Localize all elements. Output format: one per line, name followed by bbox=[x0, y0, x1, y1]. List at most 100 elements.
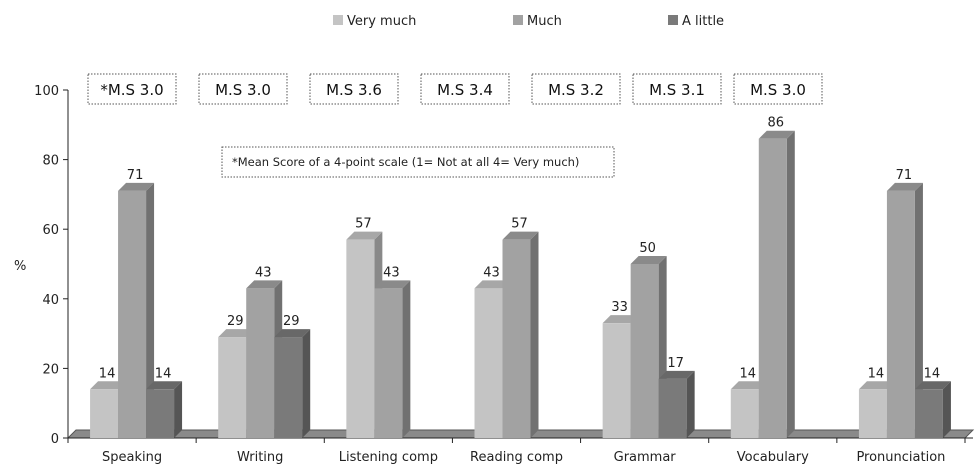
bar-front bbox=[146, 389, 175, 438]
mean-score-label: M.S 3.0 bbox=[750, 81, 806, 99]
data-label: 17 bbox=[667, 356, 684, 371]
x-tick-label: Grammar bbox=[614, 450, 677, 465]
bar-front bbox=[90, 389, 119, 438]
bar-side bbox=[786, 130, 795, 438]
data-label: 71 bbox=[896, 168, 913, 183]
bar-side bbox=[402, 280, 411, 438]
data-label: 57 bbox=[511, 217, 528, 232]
bar-side bbox=[174, 381, 183, 438]
data-label: 29 bbox=[227, 314, 244, 329]
bar bbox=[118, 182, 155, 438]
bar bbox=[374, 280, 411, 438]
bar-top bbox=[758, 130, 795, 139]
y-axis-label: % bbox=[14, 259, 26, 274]
bar-front bbox=[346, 239, 375, 438]
bar-side bbox=[942, 381, 951, 438]
bar-front bbox=[218, 337, 247, 438]
bar-side bbox=[914, 182, 923, 438]
legend: Very much Much A little bbox=[333, 14, 724, 29]
mean-score-label: M.S 3.6 bbox=[326, 81, 382, 99]
bar-top bbox=[90, 381, 127, 390]
bar-front bbox=[118, 190, 147, 438]
bar-top bbox=[602, 315, 639, 324]
x-tick-label: Listening comp bbox=[339, 450, 438, 465]
bar-front bbox=[914, 389, 943, 438]
bar-front bbox=[602, 323, 631, 438]
mean-score-label: *M.S 3.0 bbox=[100, 81, 163, 99]
y-tick-label: 80 bbox=[42, 154, 59, 169]
y-tick-label: 0 bbox=[51, 432, 59, 447]
bar-top bbox=[658, 370, 695, 379]
x-tick-label: Reading comp bbox=[470, 450, 563, 465]
bar-front bbox=[758, 138, 787, 438]
bar-top bbox=[914, 381, 951, 390]
annotation-note: *Mean Score of a 4-point scale (1= Not a… bbox=[221, 146, 615, 178]
bar bbox=[274, 329, 311, 438]
x-tick-label: Writing bbox=[237, 450, 283, 465]
mean-score-box bbox=[632, 73, 722, 105]
bar bbox=[758, 130, 795, 438]
bar bbox=[502, 231, 539, 438]
bar bbox=[658, 370, 695, 438]
bar-top bbox=[730, 381, 767, 390]
bar-side bbox=[686, 370, 695, 438]
annotation-text: *Mean Score of a 4-point scale (1= Not a… bbox=[232, 155, 579, 169]
legend-label: Much bbox=[527, 14, 562, 29]
mean-score-label: M.S 3.2 bbox=[548, 81, 604, 99]
x-tick-label: Vocabulary bbox=[737, 450, 809, 465]
data-label: 33 bbox=[611, 300, 628, 315]
mean-score-box bbox=[309, 73, 399, 105]
y-tick-label: 40 bbox=[42, 293, 59, 308]
bar-front bbox=[502, 239, 531, 438]
bar-top bbox=[374, 280, 411, 289]
data-label: 43 bbox=[483, 265, 500, 280]
bar-top bbox=[886, 182, 923, 191]
bar-top bbox=[630, 256, 667, 264]
legend-label: A little bbox=[682, 14, 724, 29]
bars: 14 71 14 29 43 29 57 43 43 57 33 50 17 14 86 14 71 14 bbox=[90, 116, 951, 438]
bar-top bbox=[246, 280, 283, 289]
mean-score-label: M.S 3.0 bbox=[215, 81, 271, 99]
data-label: 43 bbox=[255, 265, 272, 280]
legend-swatch bbox=[513, 15, 523, 25]
mean-score-boxes: *M.S 3.0 M.S 3.0 M.S 3.6 M.S 3.4 M.S 3.2 M.S … bbox=[87, 73, 823, 105]
bar-front bbox=[630, 264, 659, 438]
mean-score-box bbox=[733, 73, 823, 105]
x-tick-label: Speaking bbox=[102, 450, 162, 465]
bar-front bbox=[246, 288, 275, 438]
legend-swatch bbox=[668, 15, 678, 25]
bar bbox=[886, 182, 923, 438]
legend-swatch bbox=[333, 15, 343, 25]
bar-top bbox=[274, 329, 311, 338]
bar-side bbox=[302, 329, 311, 438]
data-label: 14 bbox=[924, 366, 941, 381]
bar bbox=[914, 381, 951, 438]
y-tick-label: 100 bbox=[34, 84, 59, 99]
data-label: 14 bbox=[740, 366, 757, 381]
bar-front bbox=[274, 337, 303, 438]
bar-top bbox=[146, 381, 183, 390]
mean-score-box bbox=[87, 73, 177, 105]
mean-score-box bbox=[198, 73, 288, 105]
data-label: 86 bbox=[768, 116, 785, 131]
mean-score-label: M.S 3.4 bbox=[437, 81, 493, 99]
bar-top bbox=[474, 280, 511, 289]
data-label: 57 bbox=[355, 217, 372, 232]
mean-score-label: M.S 3.1 bbox=[649, 81, 705, 99]
mean-score-box bbox=[531, 73, 621, 105]
bar-top bbox=[502, 231, 539, 240]
data-label: 43 bbox=[383, 265, 400, 280]
bar bbox=[146, 381, 183, 438]
data-label: 50 bbox=[639, 241, 656, 256]
bar-side bbox=[146, 182, 155, 438]
y-tick-label: 60 bbox=[42, 223, 59, 238]
data-label: 14 bbox=[868, 366, 885, 381]
data-label: 14 bbox=[155, 366, 172, 381]
mean-score-box bbox=[420, 73, 510, 105]
bar-front bbox=[658, 378, 687, 438]
x-tick-label: Pronunciation bbox=[856, 450, 945, 465]
legend-label: Very much bbox=[347, 14, 416, 29]
x-axis-labels: Speaking Writing Listening comp Reading com… bbox=[102, 450, 945, 465]
bar-front bbox=[886, 190, 915, 438]
bar-top bbox=[218, 329, 255, 338]
